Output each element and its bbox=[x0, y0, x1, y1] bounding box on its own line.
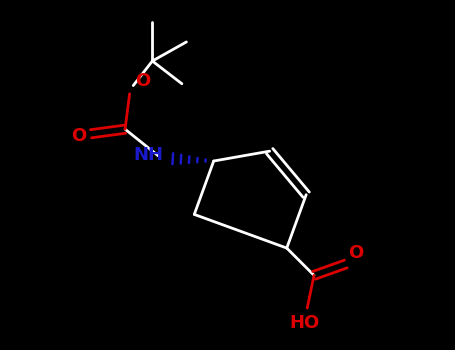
Text: HO: HO bbox=[290, 314, 320, 331]
Text: NH: NH bbox=[134, 146, 164, 164]
Text: O: O bbox=[135, 72, 150, 90]
Text: O: O bbox=[348, 244, 364, 262]
Text: O: O bbox=[71, 127, 86, 145]
